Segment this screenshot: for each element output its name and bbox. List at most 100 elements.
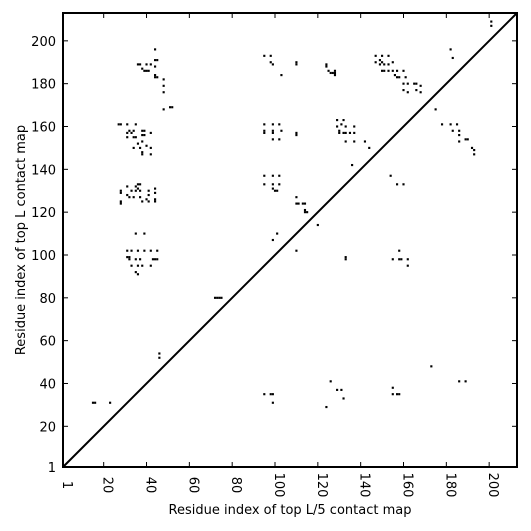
contact-point (147, 189, 150, 192)
contact-point (381, 61, 384, 64)
contact-point (389, 174, 392, 177)
contact-point (263, 174, 266, 177)
x-tick-label: 80 (228, 477, 243, 494)
contact-point (145, 69, 148, 72)
contact-point (490, 24, 493, 27)
contact-point (119, 191, 122, 194)
contact-point (344, 131, 347, 134)
contact-point (391, 386, 394, 389)
contact-point (393, 74, 396, 77)
contact-point (126, 193, 129, 197)
y-tick-label: 140 (31, 163, 56, 178)
contact-point (136, 273, 140, 276)
contact-point (458, 129, 461, 132)
contact-point (145, 198, 148, 201)
contact-point (402, 89, 405, 92)
contact-point (134, 123, 137, 126)
contact-point (383, 69, 386, 72)
contact-point (271, 129, 274, 132)
x-tick-label: 140 (357, 473, 372, 498)
contact-point (162, 108, 165, 111)
contact-point (398, 393, 401, 396)
contact-point (338, 131, 341, 134)
contact-point (126, 185, 129, 188)
contact-point (329, 71, 332, 75)
contact-point (162, 84, 165, 87)
contact-point (149, 264, 152, 267)
contact-point (464, 380, 467, 383)
contact-point (381, 54, 384, 57)
contact-point (374, 54, 377, 57)
contact-point (149, 63, 152, 66)
contact-point (143, 232, 146, 235)
contact-point (440, 123, 444, 126)
y-tick-label: 160 (31, 121, 56, 136)
contact-point (134, 271, 137, 274)
x-tick-label: 40 (143, 477, 158, 494)
contact-point (340, 388, 343, 391)
contact-point (141, 67, 144, 70)
contact-point (336, 125, 339, 128)
contact-point (154, 48, 157, 51)
contact-point (276, 232, 279, 235)
contact-point (154, 200, 157, 203)
contact-point (278, 123, 281, 126)
contact-point (342, 119, 345, 122)
contact-point (271, 187, 274, 190)
y-tick-label: 20 (39, 420, 56, 435)
contact-point (295, 61, 298, 64)
contact-point (342, 131, 345, 134)
contact-point (353, 125, 356, 128)
contact-point (391, 393, 394, 396)
data-marks (91, 20, 493, 409)
contact-point (143, 129, 146, 132)
contact-point (387, 63, 390, 66)
contact-point (216, 296, 219, 299)
contact-point (156, 59, 159, 62)
contact-point (141, 140, 144, 143)
contact-point (406, 264, 409, 267)
contact-point (325, 65, 328, 68)
contact-point (134, 136, 137, 139)
y-tick-label: 40 (39, 377, 56, 392)
x-tick-label: 20 (100, 477, 115, 494)
contact-point (327, 69, 330, 72)
contact-point (271, 138, 274, 141)
contact-point (263, 131, 266, 134)
contact-point (466, 138, 469, 141)
contact-point (151, 258, 155, 261)
y-tick-label: 80 (39, 292, 56, 307)
contact-point (451, 129, 454, 132)
contact-point (271, 393, 274, 396)
contact-point (130, 264, 133, 267)
contact-point (145, 63, 148, 66)
contact-point (406, 91, 409, 94)
x-tick-label: 1 (59, 481, 74, 489)
contact-point (329, 380, 332, 383)
contact-point (263, 54, 266, 57)
x-tick-label: 200 (485, 473, 500, 498)
x-tick-label: 160 (400, 473, 415, 498)
contact-point (458, 140, 461, 143)
contact-point (295, 134, 298, 137)
contact-point (473, 153, 476, 156)
contact-point (141, 134, 144, 137)
contact-point (402, 82, 405, 85)
contact-point (271, 131, 274, 134)
contact-point (139, 189, 142, 192)
contact-point (119, 123, 122, 126)
contact-point (325, 405, 328, 409)
contact-point (134, 189, 137, 192)
contact-point (449, 48, 452, 51)
contact-point (126, 123, 129, 126)
contact-point (353, 140, 356, 143)
contact-point (156, 76, 159, 79)
contact-point (263, 123, 266, 126)
contact-point (449, 123, 452, 126)
contact-point (154, 74, 157, 77)
contact-point (490, 20, 493, 23)
contact-point (387, 69, 390, 72)
contact-point (404, 76, 407, 79)
contact-point (263, 183, 266, 186)
